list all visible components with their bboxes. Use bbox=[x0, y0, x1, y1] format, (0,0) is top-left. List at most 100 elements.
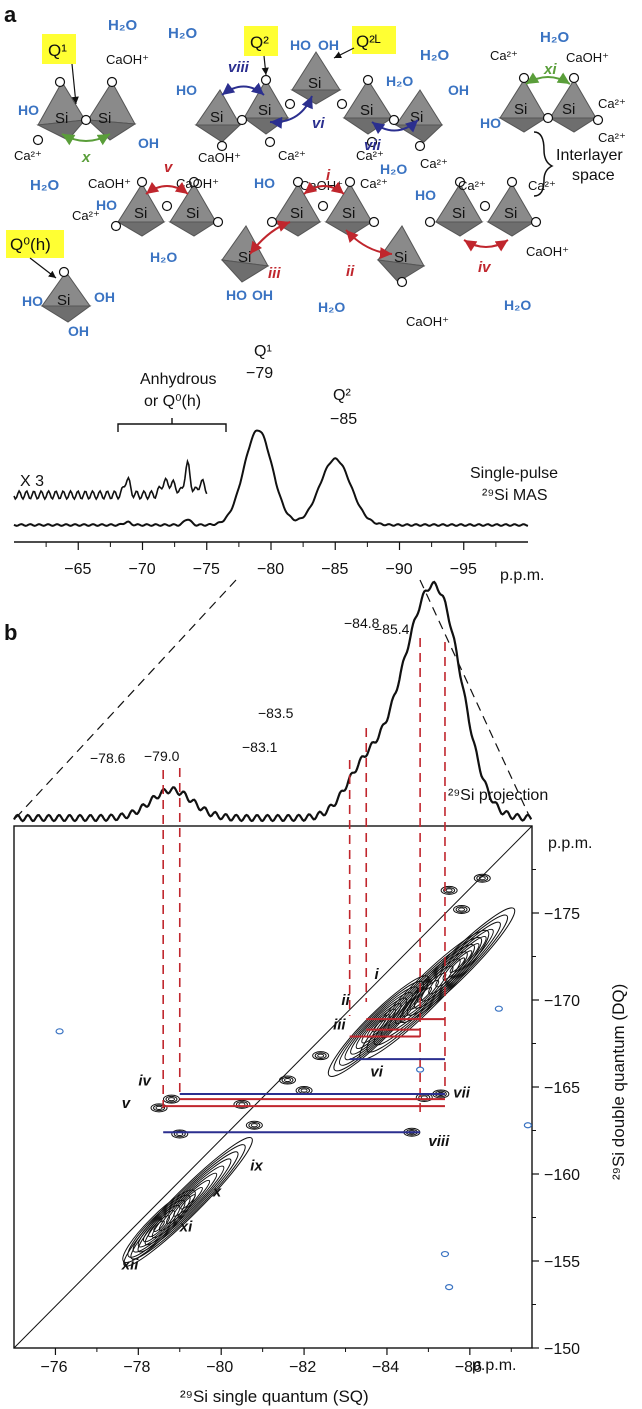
correlation-arrow-vi bbox=[269, 95, 313, 129]
oxygen-atom bbox=[106, 76, 118, 88]
contour-level bbox=[435, 943, 480, 988]
q1-peak-label: Q¹ bbox=[254, 343, 272, 360]
hydroxyl-label: HO bbox=[254, 175, 275, 191]
x-tick-label-1d: −65 bbox=[64, 561, 91, 578]
si-label: Si bbox=[360, 102, 373, 119]
dimer-top-right: Si Si Ca²⁺ CaOH⁺ Ca²⁺ Ca²⁺ HO xi bbox=[480, 48, 626, 145]
oxygen-atom bbox=[454, 176, 466, 188]
calcium-label: Ca²⁺ bbox=[72, 208, 100, 223]
q2l-pointer bbox=[333, 47, 355, 59]
q2-peak-shift: −85 bbox=[330, 411, 357, 428]
oxygen-atom bbox=[54, 76, 66, 88]
contour-level-small bbox=[312, 1051, 330, 1061]
contour-level-small bbox=[162, 1094, 180, 1104]
hydroxyl-label: OH bbox=[252, 287, 273, 303]
contour-level bbox=[153, 1220, 165, 1232]
tetrahedron-face bbox=[394, 124, 444, 143]
oxygen-atom bbox=[368, 216, 380, 228]
contour-level-small bbox=[233, 1099, 251, 1109]
roman-label-vii: vii bbox=[364, 137, 382, 154]
x-ticks-1d: −65 −70 −75 −80 −85 −90 −95 bbox=[45, 542, 497, 578]
oxygen-atom bbox=[414, 140, 426, 152]
x-tick-label-1d: −85 bbox=[321, 561, 348, 578]
contour-level-small bbox=[245, 1120, 263, 1130]
contour-level bbox=[158, 1172, 218, 1231]
contour-level-small bbox=[155, 1105, 163, 1110]
contour-level-small bbox=[473, 873, 491, 883]
water-label: H₂O bbox=[386, 73, 413, 89]
hydroxyl-label: HO bbox=[480, 115, 501, 131]
q0h-pointer bbox=[29, 257, 57, 279]
si-label: Si bbox=[134, 205, 147, 222]
contour-level bbox=[123, 1137, 253, 1267]
anhydrous-label: Anhydrous bbox=[140, 371, 217, 388]
oxygen-atom bbox=[58, 266, 70, 278]
calcium-label: Ca²⁺ bbox=[360, 176, 388, 191]
q2-peak-label: Q² bbox=[333, 387, 351, 404]
correlation-arrow-vii bbox=[371, 119, 419, 134]
tetrahedron-face bbox=[220, 259, 270, 283]
roman-label-xi: xi bbox=[543, 61, 557, 78]
oxygen-atom bbox=[136, 176, 148, 188]
single-pulse-spectrum bbox=[13, 429, 529, 527]
x-axis-title: ²⁹Si single quantum (SQ) bbox=[180, 1387, 369, 1406]
x-ticks-2d: −76 −78 −80 −82 −84 −86 bbox=[40, 1348, 512, 1376]
oxygen-atom bbox=[260, 74, 272, 86]
contour-level bbox=[442, 950, 473, 981]
si-label: Si bbox=[186, 205, 199, 222]
q0h-box-label: Q⁰(h) bbox=[10, 235, 51, 254]
contour-level-small bbox=[281, 1076, 294, 1084]
calcium-label: Ca²⁺ bbox=[598, 96, 626, 111]
y-axis-title: ²⁹Si double quantum (DQ) bbox=[609, 984, 628, 1180]
tetrahedron-face bbox=[290, 89, 342, 105]
tetrahedron-face bbox=[168, 221, 218, 237]
contour-level-small bbox=[153, 1104, 166, 1112]
interlayer-label-1: Interlayer bbox=[556, 147, 623, 164]
projection-peak-label: −78.6 bbox=[90, 750, 126, 766]
contour-level bbox=[413, 921, 501, 1009]
hydroxyl-label: HO bbox=[290, 37, 311, 53]
si-label: Si bbox=[55, 110, 68, 127]
contour-level bbox=[449, 957, 466, 973]
q2l-box-label: Q²ᴸ bbox=[356, 32, 381, 51]
cahydroxide-label: CaOH⁺ bbox=[106, 52, 149, 67]
tetrahedron bbox=[87, 81, 136, 125]
panel-label-b: b bbox=[4, 620, 17, 645]
contour-level-small bbox=[445, 888, 453, 893]
contour-level bbox=[137, 1151, 239, 1253]
dreierketten-chain-bottom: Si Si Si Si Si Si Si Si Ca²⁺ CaOH⁺ CaOH⁺… bbox=[72, 159, 569, 329]
water-label: H₂O bbox=[108, 17, 137, 34]
correlation-label-vii: vii bbox=[453, 1084, 471, 1101]
projection-peak-label: −79.0 bbox=[144, 748, 180, 764]
oxygen-atom bbox=[518, 72, 530, 84]
hydroxyl-label: OH bbox=[94, 289, 115, 305]
dreierketten-chain-top: Si Si Si Si Si HO HO OH OH CaOH⁺ Ca²⁺ Ca… bbox=[176, 26, 469, 171]
y-tick-label-2d: −165 bbox=[544, 1080, 580, 1097]
x-tick-label-2d: −80 bbox=[206, 1359, 233, 1376]
correlation-label-i: i bbox=[375, 966, 380, 983]
x-tick-label-1d: −75 bbox=[193, 561, 220, 578]
q1-highlight bbox=[42, 34, 76, 64]
oxygen-atom bbox=[317, 200, 329, 212]
hydroxyl-label: HO bbox=[96, 197, 117, 213]
x-tick-label-1d: −90 bbox=[386, 561, 413, 578]
oxygen-atom bbox=[110, 220, 122, 232]
correlation-arrow-viii bbox=[221, 82, 265, 96]
contour-level-small bbox=[173, 1130, 186, 1138]
x-unit-1d: p.p.m. bbox=[500, 567, 544, 584]
oxygen-atom bbox=[388, 114, 400, 126]
contour-level bbox=[406, 914, 509, 1016]
tetrahedron-face bbox=[116, 221, 166, 237]
contour-level bbox=[416, 986, 433, 1003]
hydroxyl-label: OH bbox=[138, 135, 159, 151]
hydroxyl-label: OH bbox=[318, 37, 339, 53]
negative-contour bbox=[445, 1283, 454, 1291]
projection-peak-label: −84.8 bbox=[344, 615, 380, 631]
contour-level-small bbox=[478, 876, 486, 881]
si-label: Si bbox=[308, 75, 321, 92]
roman-label-vi: vi bbox=[312, 115, 325, 132]
calcium-label: Ca²⁺ bbox=[598, 130, 626, 145]
water-label: H₂O bbox=[380, 161, 407, 177]
